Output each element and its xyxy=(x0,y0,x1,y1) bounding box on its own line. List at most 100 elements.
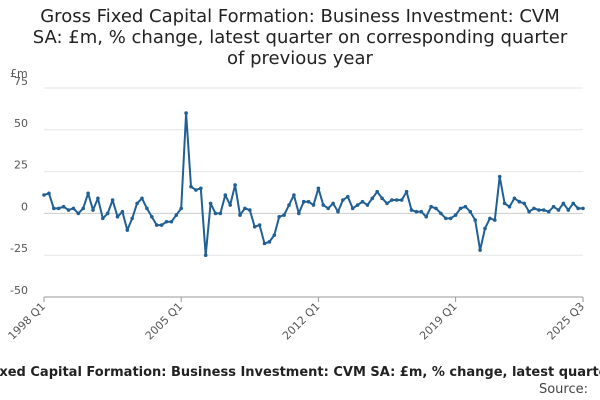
data-point xyxy=(76,211,81,216)
data-point xyxy=(282,213,286,217)
data-point xyxy=(409,208,414,212)
data-point xyxy=(150,214,154,219)
data-point xyxy=(297,211,301,216)
data-point xyxy=(360,199,365,204)
data-point xyxy=(218,211,223,216)
data-point xyxy=(419,209,424,214)
data-point xyxy=(277,214,282,219)
data-point xyxy=(154,223,159,227)
data-point xyxy=(262,241,267,246)
data-point xyxy=(71,206,76,211)
y-tick-label: 25 xyxy=(14,159,28,172)
data-point xyxy=(321,203,326,207)
data-point xyxy=(120,209,125,214)
data-point xyxy=(370,196,375,201)
data-point xyxy=(350,206,355,211)
data-point xyxy=(458,206,463,211)
data-point xyxy=(238,213,242,217)
data-point xyxy=(385,201,389,206)
data-point xyxy=(463,204,468,209)
data-point xyxy=(42,193,46,197)
y-tick-label: -50 xyxy=(10,284,28,297)
data-point xyxy=(316,186,321,191)
data-point xyxy=(213,211,218,216)
data-point xyxy=(448,216,453,221)
data-point xyxy=(571,201,575,206)
data-point xyxy=(468,209,473,214)
data-point xyxy=(532,206,536,211)
data-point xyxy=(537,208,541,212)
data-point xyxy=(174,213,179,217)
data-point xyxy=(52,206,56,211)
chart-title: Gross Fixed Capital Formation: Business … xyxy=(0,6,600,69)
data-point xyxy=(292,193,296,197)
data-point xyxy=(380,196,384,201)
data-point xyxy=(272,233,277,237)
chart-title-line: SA: £m, % change, latest quarter on corr… xyxy=(32,27,568,48)
data-point xyxy=(179,206,183,211)
data-point xyxy=(110,198,115,202)
data-point xyxy=(86,191,90,196)
data-point xyxy=(199,186,203,191)
data-point xyxy=(439,211,443,216)
data-point xyxy=(223,193,228,197)
y-tick-label: 0 xyxy=(21,200,28,213)
data-point xyxy=(184,111,188,115)
y-axis: £m 75 50 25 0 -25 -50 xyxy=(10,67,28,297)
data-point xyxy=(336,209,340,214)
data-point xyxy=(140,196,144,201)
data-point xyxy=(493,218,497,222)
chart-caption-box: Gross Fixed Capital Formation: Business … xyxy=(0,365,600,383)
data-point xyxy=(96,196,100,201)
x-tick-label: 2005 Q1 xyxy=(143,300,186,343)
data-point xyxy=(346,194,350,199)
x-axis: 1998 Q1 2005 Q1 2012 Q1 2019 Q1 2025 Q3 xyxy=(6,296,587,343)
y-tick-label: -25 xyxy=(10,242,28,255)
series-line xyxy=(43,112,583,257)
data-point xyxy=(483,226,487,231)
data-point xyxy=(488,216,492,221)
data-point xyxy=(311,203,316,207)
data-point xyxy=(81,206,85,211)
data-point xyxy=(91,208,95,212)
data-point xyxy=(434,206,438,211)
data-point xyxy=(365,203,370,207)
data-point xyxy=(566,208,571,212)
data-point xyxy=(189,184,193,189)
x-tick-label: 1998 Q1 xyxy=(6,300,49,343)
data-point xyxy=(135,201,139,206)
data-point xyxy=(267,240,272,244)
data-point xyxy=(390,198,394,202)
data-point xyxy=(404,189,409,194)
data-point xyxy=(453,213,458,217)
source-label: Source: xyxy=(538,382,588,397)
data-point xyxy=(556,208,561,212)
data-point xyxy=(164,219,169,224)
data-point xyxy=(517,199,522,204)
data-point xyxy=(56,206,61,211)
data-point xyxy=(243,206,247,211)
data-point xyxy=(257,223,262,227)
data-point xyxy=(502,201,507,206)
chart-title-line: Gross Fixed Capital Formation: Business … xyxy=(40,6,560,27)
data-point xyxy=(125,228,130,232)
y-axis-label: £m xyxy=(10,67,28,80)
data-point xyxy=(159,223,164,227)
data-point xyxy=(478,248,482,252)
data-point xyxy=(306,199,311,204)
data-point xyxy=(61,204,66,209)
data-point xyxy=(551,204,556,209)
data-point xyxy=(233,183,237,187)
data-point xyxy=(115,214,120,219)
data-point xyxy=(326,206,331,211)
chart-title-line: of previous year xyxy=(227,48,373,69)
data-point xyxy=(248,208,252,212)
y-tick-label: 75 xyxy=(14,75,28,88)
data-point xyxy=(355,203,360,207)
data-point xyxy=(424,214,429,219)
data-point xyxy=(130,216,134,221)
data-point xyxy=(542,208,546,212)
data-point xyxy=(429,204,433,209)
x-tick-label: 2012 Q1 xyxy=(280,300,323,343)
